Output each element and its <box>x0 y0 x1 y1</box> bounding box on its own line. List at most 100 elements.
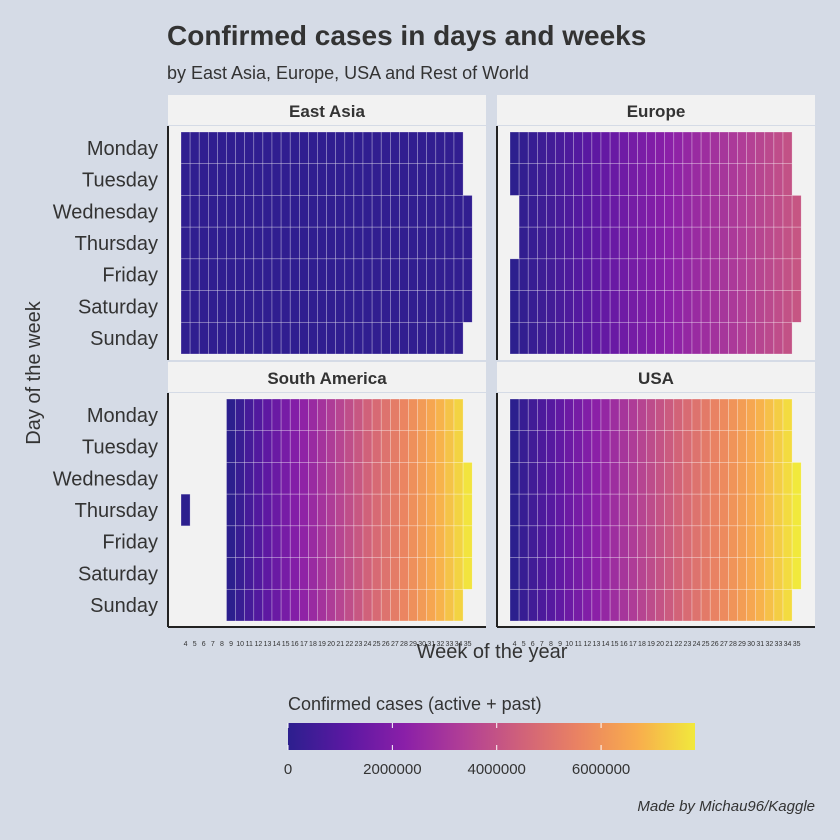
heat-cell <box>453 462 464 495</box>
heat-cell <box>618 321 629 355</box>
heat-cell <box>426 290 437 323</box>
heat-cell <box>353 557 364 590</box>
heat-cell <box>353 398 364 432</box>
heat-cell <box>591 131 602 165</box>
heat-cell <box>618 462 629 495</box>
heat-cell <box>637 525 647 558</box>
heat-cell <box>536 321 547 355</box>
heat-cell <box>426 131 437 165</box>
heat-cell <box>317 398 327 432</box>
heat-cell <box>317 131 327 165</box>
heat-cell <box>180 321 191 355</box>
heat-cell <box>691 493 702 527</box>
heat-cell <box>226 493 236 527</box>
x-tick-label: 24 <box>693 641 701 648</box>
heat-cell <box>655 462 665 495</box>
heat-cell <box>353 195 364 228</box>
heat-cell <box>317 226 327 260</box>
heat-cell <box>344 462 355 495</box>
heat-cell <box>609 462 620 495</box>
x-tick-label: 30 <box>747 641 755 648</box>
heat-cell <box>737 493 747 527</box>
heat-cell <box>198 321 209 355</box>
heat-cell <box>298 462 309 495</box>
heat-cell <box>600 321 611 355</box>
heat-cell <box>298 430 309 463</box>
heat-cell <box>700 321 711 355</box>
heat-cell <box>591 258 602 291</box>
heat-cell <box>709 588 720 622</box>
heat-cell <box>609 195 620 228</box>
x-tick-label: 10 <box>565 641 573 648</box>
heat-cell <box>326 493 337 527</box>
heat-cell <box>555 226 565 260</box>
heat-cell <box>709 163 720 196</box>
heat-cell <box>353 588 364 622</box>
heat-cell <box>646 258 656 291</box>
heat-cell <box>764 195 775 228</box>
heat-cell <box>600 290 611 323</box>
x-tick-label: 13 <box>593 641 601 648</box>
heat-cell <box>371 226 382 260</box>
heat-cell <box>308 557 318 590</box>
heat-cell <box>462 195 473 228</box>
heat-cell <box>746 557 756 590</box>
heat-cell <box>262 195 273 228</box>
panel-title: Europe <box>627 102 686 121</box>
heat-cell <box>764 588 775 622</box>
heat-cell <box>646 525 656 558</box>
heat-cell <box>518 588 529 622</box>
heat-cell <box>709 398 720 432</box>
heat-cell <box>527 462 538 495</box>
heat-cell <box>764 493 775 527</box>
heat-cell <box>262 321 273 355</box>
heat-cell <box>618 430 629 463</box>
x-tick-label: 19 <box>647 641 655 648</box>
heat-cell <box>591 557 602 590</box>
heat-cell <box>289 557 300 590</box>
heat-cell <box>308 195 318 228</box>
heat-cell <box>637 493 647 527</box>
panel-title: USA <box>638 369 674 388</box>
heat-cell <box>226 290 236 323</box>
heat-cell <box>764 321 775 355</box>
heat-cell <box>509 321 520 355</box>
heat-cell <box>399 290 409 323</box>
heat-cell <box>573 557 584 590</box>
heat-cell <box>564 525 574 558</box>
heat-cell <box>226 163 236 196</box>
heat-cell <box>226 258 236 291</box>
heat-cell <box>518 226 529 260</box>
heat-cell <box>326 258 337 291</box>
heat-cell <box>462 557 473 590</box>
heat-cell <box>718 226 729 260</box>
y-tick-label: Friday <box>102 532 158 554</box>
heat-cell <box>664 258 675 291</box>
heat-cell <box>435 525 446 558</box>
heat-cell <box>646 588 656 622</box>
heat-cell <box>289 226 300 260</box>
heat-cell <box>235 195 246 228</box>
heat-cell <box>417 462 428 495</box>
heat-cell <box>298 398 309 432</box>
heat-cell <box>435 258 446 291</box>
heat-cell <box>335 430 346 463</box>
y-tick-label: Tuesday <box>82 170 158 192</box>
heat-cell <box>426 398 437 432</box>
heat-cell <box>344 525 355 558</box>
heat-cell <box>399 321 409 355</box>
panel-strip <box>168 362 486 392</box>
heat-cell <box>627 290 638 323</box>
heat-cell <box>435 290 446 323</box>
heat-cell <box>235 430 246 463</box>
heat-cell <box>755 557 766 590</box>
heat-cell <box>371 398 382 432</box>
heat-cell <box>189 131 200 165</box>
heat-cell <box>655 226 665 260</box>
heat-cell <box>408 398 418 432</box>
heat-cell <box>326 430 337 463</box>
heat-cell <box>344 290 355 323</box>
heat-cell <box>755 398 766 432</box>
heat-cell <box>564 163 574 196</box>
heat-cell <box>417 525 428 558</box>
